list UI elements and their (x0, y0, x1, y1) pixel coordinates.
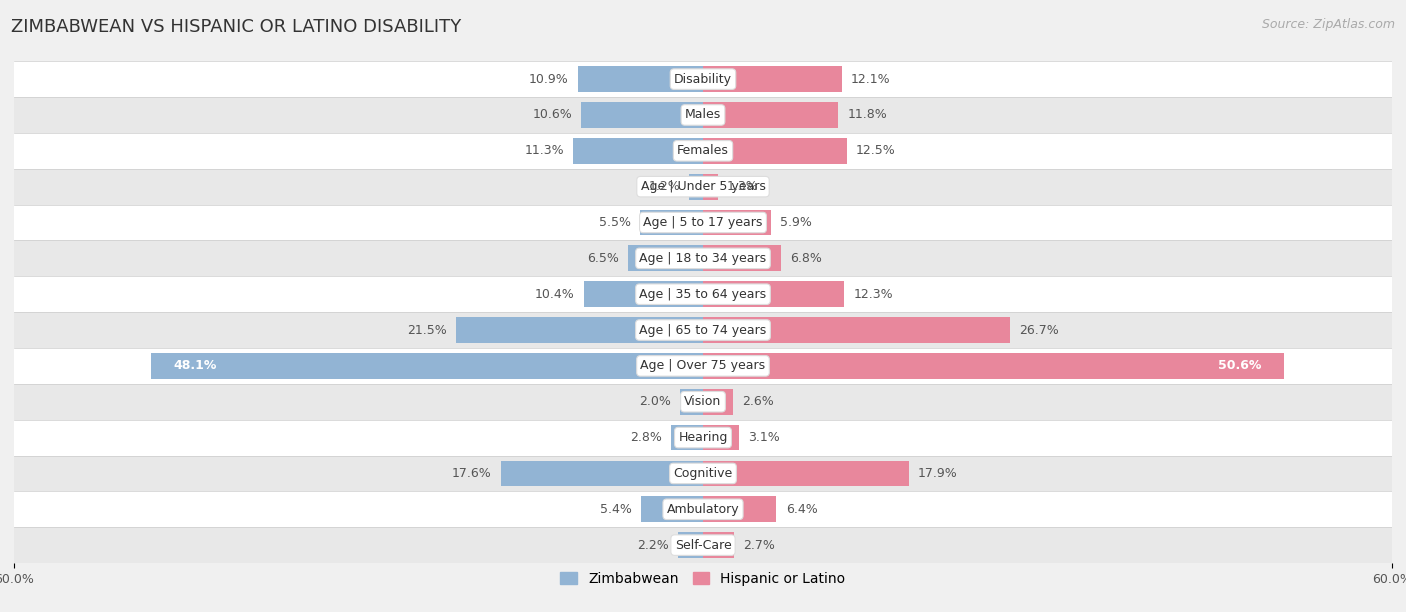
Text: 6.8%: 6.8% (790, 252, 823, 265)
Text: 12.1%: 12.1% (851, 73, 891, 86)
Text: Disability: Disability (673, 73, 733, 86)
Bar (14, 312, 1392, 348)
Bar (703, 496, 776, 522)
Text: Age | Under 5 years: Age | Under 5 years (641, 180, 765, 193)
Bar (14, 348, 1392, 384)
Text: 50.6%: 50.6% (1218, 359, 1261, 372)
Text: 11.8%: 11.8% (848, 108, 887, 121)
Text: 2.8%: 2.8% (630, 431, 662, 444)
Text: 2.7%: 2.7% (744, 539, 775, 551)
Bar (14, 133, 1392, 169)
Bar (581, 102, 703, 128)
Bar (14, 276, 1392, 312)
Text: Vision: Vision (685, 395, 721, 408)
Bar (703, 353, 1284, 379)
Bar (14, 527, 1392, 563)
Text: 26.7%: 26.7% (1019, 324, 1059, 337)
Text: 1.2%: 1.2% (648, 180, 681, 193)
Bar (678, 532, 703, 558)
Bar (14, 491, 1392, 527)
Text: Age | Over 75 years: Age | Over 75 years (641, 359, 765, 372)
Bar (628, 245, 703, 271)
Text: Males: Males (685, 108, 721, 121)
Text: ZIMBABWEAN VS HISPANIC OR LATINO DISABILITY: ZIMBABWEAN VS HISPANIC OR LATINO DISABIL… (11, 18, 461, 36)
Bar (671, 425, 703, 450)
Text: 6.5%: 6.5% (588, 252, 619, 265)
Bar (689, 174, 703, 200)
Text: Age | 65 to 74 years: Age | 65 to 74 years (640, 324, 766, 337)
Text: 17.9%: 17.9% (918, 467, 957, 480)
Text: 5.4%: 5.4% (600, 503, 631, 516)
Text: Females: Females (678, 144, 728, 157)
Bar (14, 420, 1392, 455)
Text: 3.1%: 3.1% (748, 431, 779, 444)
Bar (14, 204, 1392, 241)
Text: Age | 18 to 34 years: Age | 18 to 34 years (640, 252, 766, 265)
Text: 1.3%: 1.3% (727, 180, 759, 193)
Bar (703, 138, 846, 164)
Text: 5.5%: 5.5% (599, 216, 631, 229)
Text: Ambulatory: Ambulatory (666, 503, 740, 516)
Bar (703, 425, 738, 450)
Text: 10.9%: 10.9% (529, 73, 568, 86)
Bar (14, 61, 1392, 97)
Text: 6.4%: 6.4% (786, 503, 817, 516)
Bar (583, 282, 703, 307)
Text: Hearing: Hearing (678, 431, 728, 444)
Bar (456, 317, 703, 343)
Text: 2.6%: 2.6% (742, 395, 773, 408)
Text: Source: ZipAtlas.com: Source: ZipAtlas.com (1261, 18, 1395, 31)
Legend: Zimbabwean, Hispanic or Latino: Zimbabwean, Hispanic or Latino (555, 566, 851, 591)
Bar (703, 66, 842, 92)
Text: 11.3%: 11.3% (524, 144, 564, 157)
Bar (703, 282, 844, 307)
Text: Self-Care: Self-Care (675, 539, 731, 551)
Bar (574, 138, 703, 164)
Text: 2.0%: 2.0% (638, 395, 671, 408)
Bar (703, 174, 718, 200)
Bar (14, 384, 1392, 420)
Text: 10.6%: 10.6% (533, 108, 572, 121)
Bar (150, 353, 703, 379)
Bar (14, 169, 1392, 204)
Bar (703, 317, 1010, 343)
Text: 48.1%: 48.1% (174, 359, 217, 372)
Bar (703, 209, 770, 236)
Bar (640, 209, 703, 236)
Text: 2.2%: 2.2% (637, 539, 669, 551)
Bar (501, 460, 703, 487)
Bar (703, 245, 782, 271)
Bar (681, 389, 703, 415)
Text: 5.9%: 5.9% (780, 216, 811, 229)
Text: 17.6%: 17.6% (451, 467, 492, 480)
Text: 12.3%: 12.3% (853, 288, 893, 300)
Bar (14, 241, 1392, 276)
Bar (14, 455, 1392, 491)
Bar (14, 97, 1392, 133)
Text: 10.4%: 10.4% (534, 288, 575, 300)
Bar (641, 496, 703, 522)
Bar (703, 532, 734, 558)
Bar (703, 460, 908, 487)
Text: Cognitive: Cognitive (673, 467, 733, 480)
Text: Age | 35 to 64 years: Age | 35 to 64 years (640, 288, 766, 300)
Bar (578, 66, 703, 92)
Bar (703, 389, 733, 415)
Bar (703, 102, 838, 128)
Text: Age | 5 to 17 years: Age | 5 to 17 years (644, 216, 762, 229)
Text: 12.5%: 12.5% (856, 144, 896, 157)
Text: 21.5%: 21.5% (408, 324, 447, 337)
